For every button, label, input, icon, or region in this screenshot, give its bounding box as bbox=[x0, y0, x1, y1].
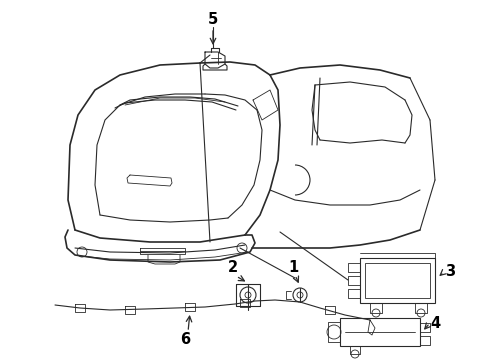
Text: 3: 3 bbox=[444, 265, 454, 279]
Bar bbox=[359, 258, 434, 303]
Text: 5: 5 bbox=[207, 13, 218, 27]
Bar bbox=[339, 318, 419, 346]
Text: 4: 4 bbox=[429, 315, 439, 330]
Bar bbox=[364, 263, 429, 298]
Text: 6: 6 bbox=[180, 333, 190, 347]
Text: 1: 1 bbox=[287, 261, 298, 275]
Text: 2: 2 bbox=[227, 261, 238, 275]
